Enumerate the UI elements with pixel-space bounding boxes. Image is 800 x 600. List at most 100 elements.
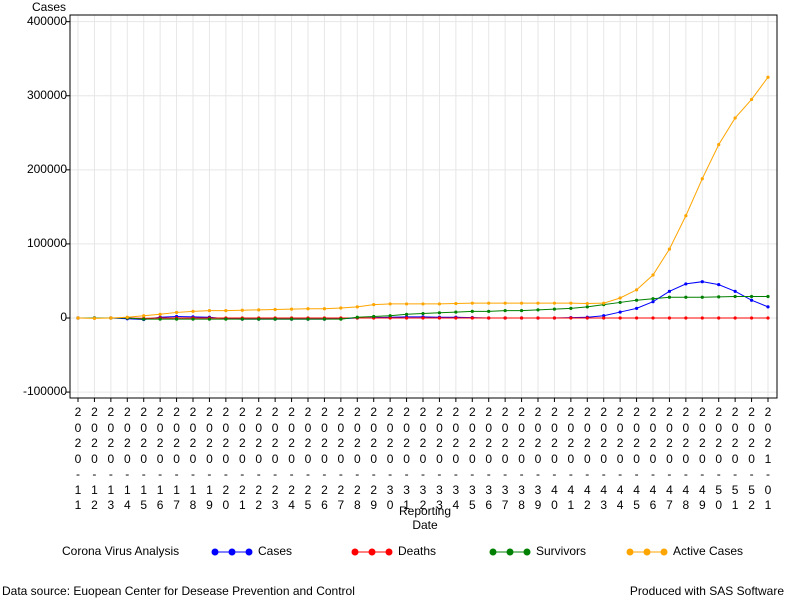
data-point	[388, 316, 392, 320]
data-point	[569, 306, 573, 310]
x-tick-label: 2020-34	[452, 405, 460, 512]
data-point	[733, 316, 737, 320]
x-tick-label: 2020-32	[419, 405, 427, 512]
x-tick-label: 2020-25	[304, 405, 312, 512]
data-point	[651, 316, 655, 320]
x-tick-label: 2020-13	[107, 405, 115, 512]
data-point	[717, 143, 721, 147]
data-point	[749, 294, 754, 299]
data-point	[749, 97, 754, 102]
x-tick-label: 2020-43	[600, 405, 608, 512]
data-point	[158, 312, 162, 316]
data-point	[667, 295, 672, 299]
data-point	[470, 316, 474, 320]
data-point	[717, 316, 721, 320]
data-point	[470, 301, 474, 305]
data-point	[536, 308, 540, 312]
x-tick-label: 2020-30	[386, 405, 394, 512]
data-point	[207, 308, 212, 313]
data-point	[487, 309, 491, 313]
legend-title: Corona Virus Analysis	[62, 544, 179, 558]
x-tick-label: 2020-20	[222, 405, 230, 512]
data-point	[667, 316, 672, 320]
data-point	[536, 301, 540, 305]
data-point	[766, 305, 770, 309]
data-point	[240, 308, 244, 312]
data-point	[766, 294, 770, 299]
legend-marker	[506, 548, 514, 556]
data-point	[766, 75, 770, 79]
x-tick-label: 2020-23	[271, 405, 279, 512]
footnote: Data source: Euopean Center for Desease …	[2, 584, 355, 598]
data-point	[634, 316, 639, 320]
data-point	[437, 316, 442, 320]
data-point	[618, 300, 622, 305]
data-point	[717, 283, 721, 287]
data-point	[355, 315, 359, 319]
data-point	[519, 301, 524, 305]
data-point	[684, 295, 688, 299]
data-point	[733, 116, 737, 120]
data-point	[519, 308, 524, 313]
legend-marker	[245, 548, 253, 556]
x-tick-label: 2020-42	[583, 405, 591, 512]
data-point	[470, 309, 474, 313]
x-tick-label: 2020-11	[74, 405, 82, 512]
legend-marker	[643, 548, 651, 556]
data-point	[322, 307, 327, 311]
x-tick-label: 2020-38	[518, 405, 525, 512]
x-tick-label: 2020-37	[501, 405, 509, 512]
x-tick-label: 2020-46	[649, 405, 657, 512]
x-tick-label: 2020-22	[255, 405, 263, 512]
legend-marker	[385, 548, 393, 556]
data-point	[191, 309, 195, 313]
data-point	[602, 316, 606, 320]
legend-marker	[351, 548, 359, 556]
data-point	[634, 306, 639, 310]
y-tick-label: 400000	[27, 14, 67, 28]
data-point	[667, 289, 672, 293]
legend-marker	[211, 548, 219, 556]
data-point	[651, 297, 655, 301]
data-point	[306, 317, 310, 321]
y-axis-label: Cases	[32, 0, 66, 14]
data-point	[700, 295, 704, 299]
y-tick-label: -100000	[23, 384, 67, 398]
data-point	[454, 301, 458, 306]
data-point	[289, 307, 294, 311]
legend-marker	[368, 548, 376, 556]
x-tick-label: 2020-24	[288, 405, 295, 512]
data-point	[142, 317, 146, 321]
x-axis-label: Reporting	[399, 504, 451, 518]
data-point	[339, 306, 343, 310]
y-tick-label: 200000	[27, 162, 67, 176]
x-tick-label: 2020-19	[206, 405, 213, 512]
data-point	[602, 301, 606, 305]
x-tick-label: 2020-33	[436, 405, 443, 512]
x-tick-label: 2020-27	[337, 405, 345, 512]
data-point	[684, 214, 688, 218]
x-tick-label: 2020-50	[715, 405, 723, 512]
data-point	[421, 311, 425, 316]
data-point	[273, 317, 277, 321]
x-tick-label: 2020-21	[238, 405, 246, 512]
data-point	[421, 302, 425, 306]
data-point	[700, 316, 704, 320]
x-tick-label: 2020-16	[156, 405, 164, 512]
data-point	[733, 294, 737, 299]
x-tick-label: 2021-01	[764, 405, 772, 512]
data-point	[503, 301, 507, 305]
data-point	[191, 317, 195, 321]
data-point	[125, 315, 129, 319]
data-point	[569, 301, 573, 305]
legend-marker	[626, 548, 634, 556]
legend-label: Deaths	[398, 544, 436, 558]
data-point	[142, 314, 146, 318]
data-point	[667, 247, 672, 251]
data-point	[651, 273, 655, 277]
data-point	[536, 316, 540, 320]
data-point	[585, 305, 589, 309]
x-tick-label: 2020-52	[748, 405, 755, 512]
